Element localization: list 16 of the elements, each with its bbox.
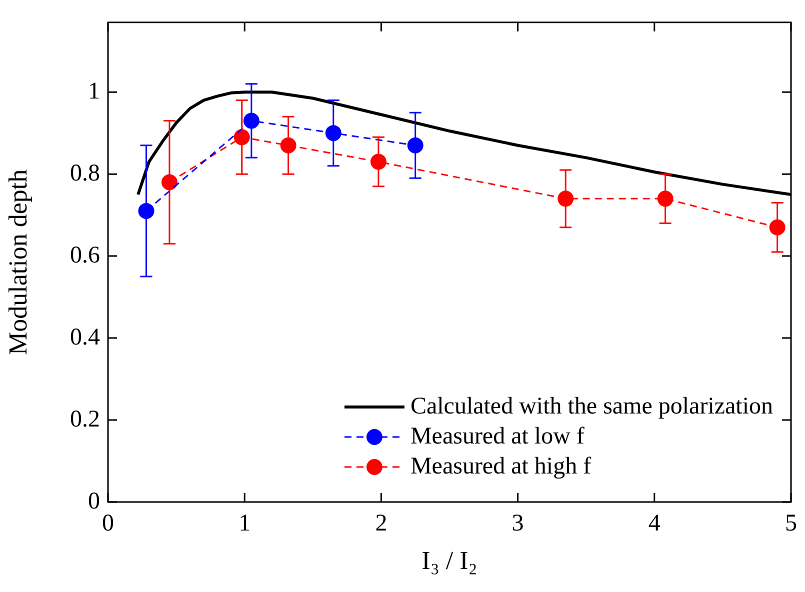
x-tick-label: 1 [238,510,251,537]
y-tick-label: 0.4 [70,324,100,350]
x-tick-label: 4 [648,510,660,537]
y-tick-label: 0 [88,488,100,514]
y-tick-label: 0.8 [70,160,100,186]
legend-label: Measured at high f [410,453,592,480]
legend-label: Calculated with the same polarization [410,393,774,420]
y-tick-label: 0.2 [70,406,100,432]
legend-label: Measured at low f [410,423,584,450]
y-axis-title: Modulation depth [3,169,32,355]
y-tick-label: 0.6 [70,242,100,268]
x-tick-label: 5 [785,510,797,537]
x-tick-label: 3 [512,510,524,537]
x-tick-label: 2 [375,510,388,537]
x-axis-title: I₃ / I₂ [422,546,478,576]
y-tick-label: 1 [88,78,100,104]
